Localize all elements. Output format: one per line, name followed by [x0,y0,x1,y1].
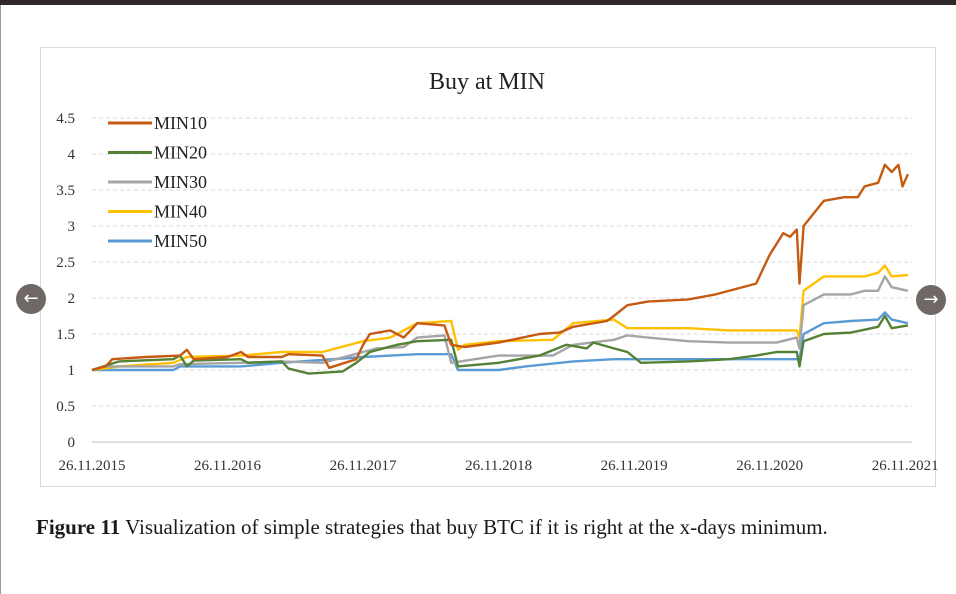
x-tick-labels: 26.11.2015 26.11.2016 26.11.2017 26.11.2018… [59,458,939,474]
series-lines [91,163,909,375]
arrow-right-icon[interactable]: → [916,285,946,315]
y-tick-label: 1.5 [56,327,75,343]
caption-text: Visualization of simple strategies that … [120,515,828,539]
top-bar [0,0,956,5]
y-tick-labels: 0 0.5 1 1.5 2 2.5 3 3.5 4 4.5 [56,111,75,451]
legend-label-min10: MIN10 [154,113,207,133]
y-tick-label: 0 [68,435,76,451]
y-tick-label: 4 [68,147,76,163]
x-tick-label: 26.11.2021 [872,458,939,474]
legend-label-min20: MIN20 [154,143,207,163]
x-tick-label: 26.11.2018 [465,458,532,474]
y-tick-label: 0.5 [56,399,75,415]
x-tick-label: 26.11.2019 [601,458,668,474]
left-divider [0,5,1,594]
series-line-min40 [91,264,909,372]
x-tick-label: 26.11.2016 [194,458,261,474]
x-tick-label: 26.11.2020 [736,458,803,474]
series-line-min10 [91,163,909,372]
chart-title: Buy at MIN [429,69,545,95]
legend-label-min50: MIN50 [154,231,207,251]
y-tick-label: 3 [68,219,76,235]
y-tick-label: 2.5 [56,255,75,271]
gridlines [92,117,912,443]
y-tick-label: 3.5 [56,183,75,199]
arrow-left-icon[interactable]: ← [16,284,46,314]
legend-label-min30: MIN30 [154,172,207,192]
x-tick-label: 26.11.2015 [59,458,126,474]
y-tick-label: 4.5 [56,111,75,127]
caption-label: Figure 11 [36,515,121,539]
legend: MIN10 MIN20 MIN30 MIN40 MIN50 [108,113,207,251]
series-line-min20 [91,314,909,375]
y-tick-label: 2 [68,291,76,307]
figure-caption: Figure 11 Visualization of simple strate… [36,506,916,548]
legend-label-min40: MIN40 [154,202,207,222]
chart-frame [40,47,936,487]
x-tick-label: 26.11.2017 [330,458,397,474]
y-tick-label: 1 [68,363,76,379]
